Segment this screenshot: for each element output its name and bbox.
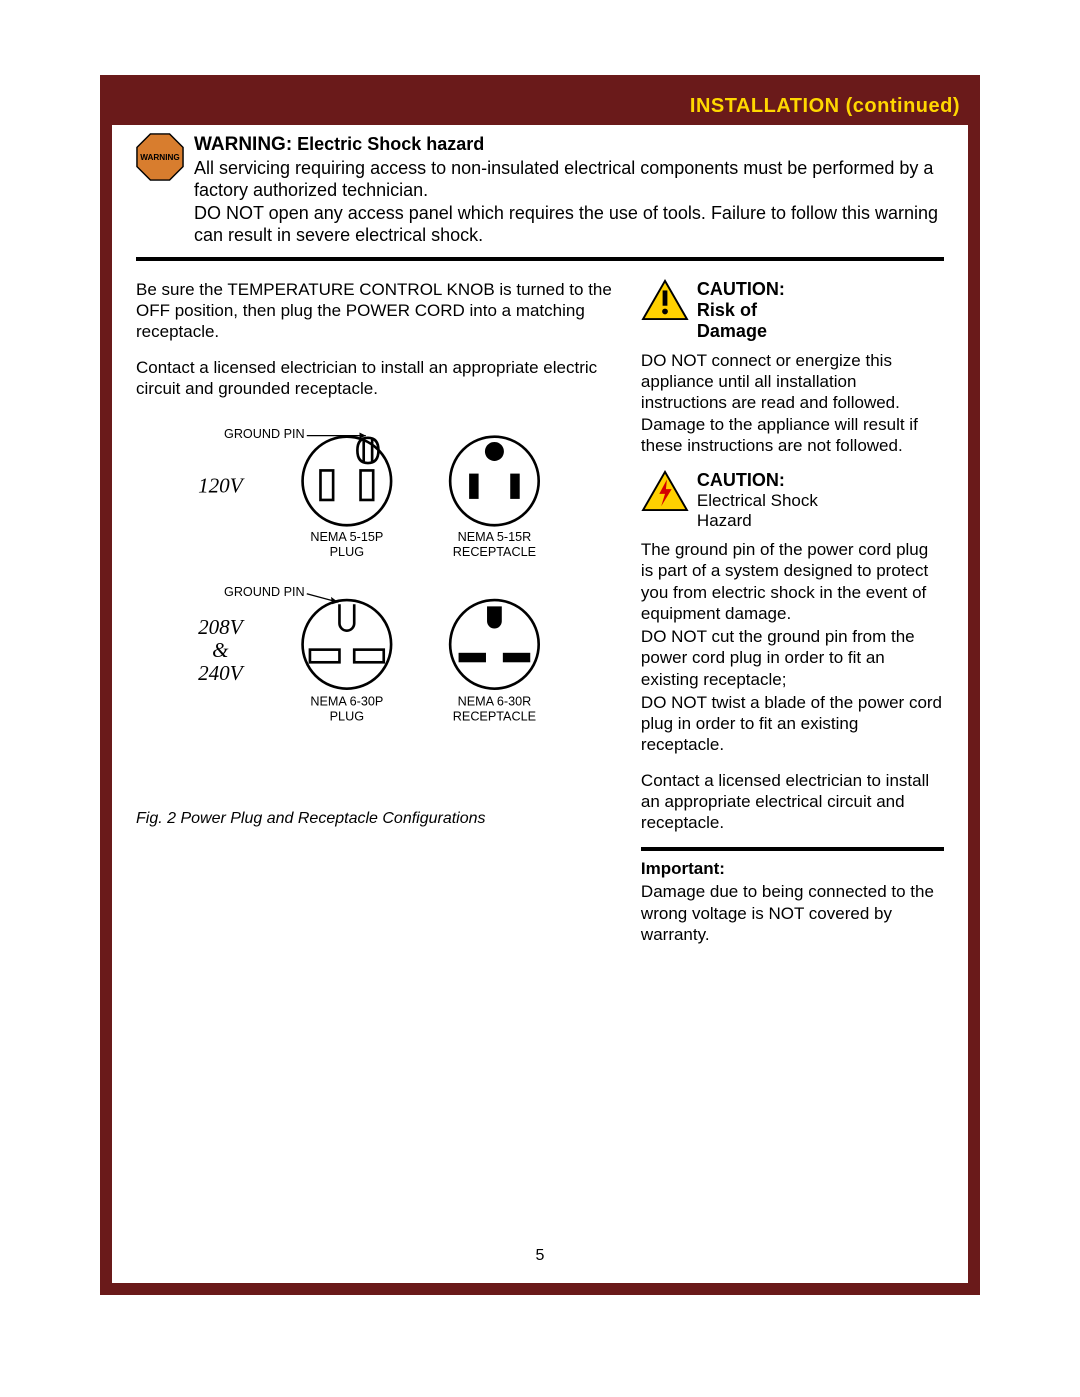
figure-caption: Fig. 2 Power Plug and Receptacle Configu… (136, 810, 621, 828)
warning-para-1: All servicing requiring access to non-in… (194, 157, 944, 202)
warning-body: WARNING: Electric Shock hazard All servi… (194, 133, 944, 247)
nema-6-30r-label1: NEMA 6-30R (458, 695, 532, 709)
caution-1-sub2: Damage (697, 321, 785, 342)
ground-pin-label-2: GROUND PIN (224, 585, 305, 599)
warning-heading-prefix: WARNING: (194, 134, 292, 155)
warning-para-2: DO NOT open any access panel which requi… (194, 202, 944, 247)
warning-heading: WARNING: Electric Shock hazard (194, 133, 944, 157)
voltage-amp-label: & (212, 638, 229, 662)
voltage-208v-label: 208V (198, 615, 245, 639)
caution-shock-icon (641, 470, 689, 512)
caution-2-title: CAUTION: (697, 470, 818, 491)
caution-1-heading: CAUTION: Risk of Damage (697, 279, 785, 342)
plug-diagram-svg: GROUND PIN 120V NEMA 5-15P PLUG (136, 423, 621, 781)
divider-2 (641, 847, 944, 851)
important-label: Important: (641, 859, 725, 878)
page-frame: INSTALLATION (continued) WARNING WARNING… (100, 75, 980, 1295)
nema-5-15r-icon (450, 437, 539, 526)
caution-2-heading: CAUTION: Electrical Shock Hazard (697, 470, 818, 531)
caution-1-row: CAUTION: Risk of Damage (641, 279, 944, 342)
voltage-120v-label: 120V (198, 474, 245, 498)
left-para-1: Be sure the TEMPERATURE CONTROL KNOB is … (136, 279, 621, 343)
warning-badge-text: WARNING (140, 153, 179, 162)
right-column: CAUTION: Risk of Damage DO NOT connect o… (641, 279, 944, 959)
plug-diagram: GROUND PIN 120V NEMA 5-15P PLUG (136, 423, 621, 786)
nema-6-30p-icon (303, 600, 392, 689)
important-text: Damage due to being connected to the wro… (641, 881, 944, 945)
caution-1-text: DO NOT connect or energize this applianc… (641, 350, 944, 456)
warning-heading-suffix: Electric Shock hazard (292, 134, 484, 154)
caution-2-row: CAUTION: Electrical Shock Hazard (641, 470, 944, 531)
nema-6-30p-label2: PLUG (330, 709, 364, 723)
caution-2-sub2: Hazard (697, 511, 818, 531)
nema-6-30r-label2: RECEPTACLE (453, 709, 536, 723)
page-number: 5 (536, 1247, 545, 1265)
divider (136, 257, 944, 261)
nema-6-30r-icon (450, 600, 539, 689)
ground-pin-label-1: GROUND PIN (224, 427, 305, 441)
nema-6-30p-label1: NEMA 6-30P (310, 695, 383, 709)
caution-1-title: CAUTION: (697, 279, 785, 300)
page-content: WARNING WARNING: Electric Shock hazard A… (112, 125, 968, 959)
caution-2-p1: The ground pin of the power cord plug is… (641, 539, 944, 624)
left-para-2: Contact a licensed electrician to instal… (136, 357, 621, 400)
two-column-area: Be sure the TEMPERATURE CONTROL KNOB is … (136, 279, 944, 959)
caution-exclaim-icon (641, 279, 689, 321)
nema-5-15r-label2: RECEPTACLE (453, 545, 536, 559)
caution-2-p2: DO NOT cut the ground pin from the power… (641, 626, 944, 690)
warning-block: WARNING WARNING: Electric Shock hazard A… (136, 133, 944, 247)
warning-octagon-icon: WARNING (136, 133, 184, 181)
section-header-bar: INSTALLATION (continued) (112, 87, 968, 125)
nema-5-15r-label1: NEMA 5-15R (458, 530, 532, 544)
caution-2-p4: Contact a licensed electrician to instal… (641, 770, 944, 834)
nema-5-15p-label1: NEMA 5-15P (310, 530, 383, 544)
caution-2-sub1: Electrical Shock (697, 491, 818, 511)
left-column: Be sure the TEMPERATURE CONTROL KNOB is … (136, 279, 621, 959)
voltage-240v-label: 240V (198, 661, 245, 685)
section-header-title: INSTALLATION (continued) (690, 95, 960, 118)
important-block: Important: Damage due to being connected… (641, 859, 944, 945)
caution-1-sub1: Risk of (697, 300, 785, 321)
nema-5-15p-icon (303, 437, 392, 526)
caution-2-p3: DO NOT twist a blade of the power cord p… (641, 692, 944, 756)
nema-5-15p-label2: PLUG (330, 545, 364, 559)
